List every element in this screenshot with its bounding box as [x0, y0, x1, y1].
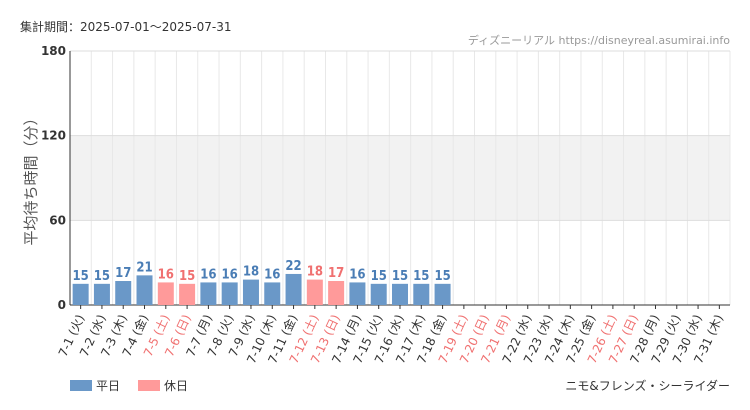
bar	[434, 283, 451, 305]
data-label: 15	[94, 269, 110, 284]
data-label: 17	[328, 266, 344, 281]
bar	[370, 283, 387, 305]
data-label: 15	[179, 269, 195, 284]
bar	[349, 282, 366, 305]
legend-swatch	[138, 380, 160, 391]
data-label: 15	[73, 269, 89, 284]
y-tick-label: 180	[41, 44, 66, 58]
bar	[242, 279, 259, 305]
period-text: 集計期間：2025-07-01～2025-07-31	[20, 19, 231, 34]
legend-label: 平日	[96, 379, 120, 393]
y-tick-label: 120	[41, 129, 66, 143]
data-label: 18	[307, 265, 323, 280]
bar	[264, 282, 281, 305]
y-axis-label: 平均待ち時間（分）	[22, 110, 40, 245]
data-label: 16	[158, 267, 174, 282]
legend: 平日 休日	[70, 379, 188, 393]
legend-swatch	[70, 380, 92, 391]
data-label: 22	[285, 259, 301, 274]
data-label: 15	[371, 269, 387, 284]
bar	[179, 283, 196, 305]
data-label: 18	[243, 265, 259, 280]
bar	[221, 282, 238, 305]
bar	[200, 282, 217, 305]
bar	[285, 273, 302, 305]
data-label: 16	[349, 267, 365, 282]
data-label: 16	[222, 267, 238, 282]
attraction-name: ニモ&フレンズ・シーライダー	[565, 378, 730, 393]
credit-text[interactable]: ディズニーリアル https://disneyreal.asumirai.inf…	[468, 33, 730, 47]
data-label: 15	[434, 269, 450, 284]
bar	[157, 282, 174, 305]
data-label: 17	[115, 266, 131, 281]
bar	[115, 281, 132, 305]
data-label: 16	[264, 267, 280, 282]
bar	[392, 283, 408, 305]
bar	[328, 281, 345, 305]
bar	[93, 283, 110, 305]
bar	[136, 275, 153, 305]
data-label: 16	[200, 267, 216, 282]
y-tick-label: 0	[58, 298, 66, 312]
bar	[306, 279, 323, 305]
legend-label: 休日	[164, 379, 188, 393]
data-label: 21	[136, 260, 152, 275]
grid-band	[70, 135, 730, 221]
bar	[413, 283, 430, 305]
data-label: 15	[413, 269, 429, 284]
data-label: 15	[392, 269, 408, 284]
y-tick-label: 60	[49, 213, 66, 227]
bar	[72, 283, 89, 305]
